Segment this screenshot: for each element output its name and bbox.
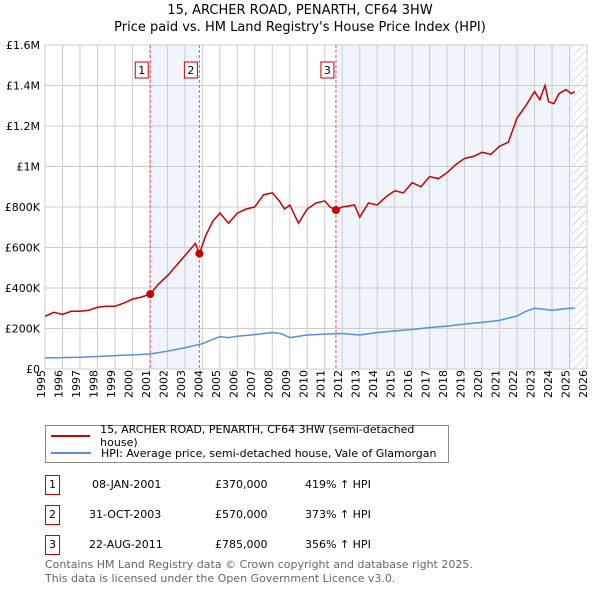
sale-hpi-change: 356% ↑ HPI: [305, 538, 371, 551]
x-tick-label: 2018: [437, 370, 450, 398]
x-tick-label: 2015: [385, 370, 398, 398]
x-tick-label: 1997: [70, 370, 83, 398]
sale-row: 3 22-AUG-2011 £785,000 356% ↑ HPI: [45, 535, 445, 555]
y-tick-label: £200K: [5, 323, 41, 336]
x-tick-label: 2007: [245, 370, 258, 398]
sale-label-box: [183, 61, 198, 79]
property-price-line: [44, 82, 576, 318]
x-tick-label: 1999: [105, 370, 118, 398]
x-tick-label: 2013: [350, 370, 363, 398]
y-tick-label: £1.6M: [6, 39, 40, 52]
footer-copyright: Contains HM Land Registry data © Crown c…: [45, 558, 473, 571]
plot-border: [44, 44, 588, 370]
sale-number: 1: [45, 475, 60, 495]
x-tick-label: 2019: [455, 370, 468, 398]
x-tick-label: 2001: [140, 370, 153, 398]
sale-number: 2: [45, 505, 60, 525]
chart-title: 15, ARCHER ROAD, PENARTH, CF64 3HW: [167, 3, 433, 18]
sale-point: [146, 290, 155, 299]
x-tick-label: 2009: [280, 370, 293, 398]
sale-point: [331, 206, 340, 215]
sale-date: 22-AUG-2011: [89, 538, 163, 551]
x-tick-label: 2014: [367, 370, 380, 398]
y-tick-label: £800K: [5, 201, 41, 214]
y-tick-label: £1M: [17, 161, 41, 174]
sale-date: 31-OCT-2003: [89, 508, 162, 521]
footer-licence: This data is licensed under the Open Gov…: [45, 572, 396, 585]
x-tick-label: 2021: [490, 370, 503, 398]
y-tick-label: £1.2M: [6, 120, 40, 133]
sale-point: [195, 249, 204, 258]
x-tick-label: 2024: [542, 370, 555, 398]
sale-hpi-change: 373% ↑ HPI: [305, 508, 371, 521]
sale-label-box: [134, 61, 149, 79]
sale-number: 3: [45, 535, 60, 555]
x-tick-label: 2016: [402, 370, 415, 398]
sale-price: £570,000: [215, 508, 268, 521]
x-tick-label: 2012: [332, 370, 345, 398]
x-tick-label: 2010: [297, 370, 310, 398]
x-tick-label: 2006: [227, 370, 240, 398]
x-tick-label: 2004: [192, 370, 205, 398]
sale-label: 3: [324, 64, 331, 77]
x-tick-label: 2011: [315, 370, 328, 398]
x-tick-label: 2002: [157, 370, 170, 398]
legend-swatch-hpi: [51, 452, 91, 454]
plot-area: 1995 1996 1997 1998 1999 2000 2001 2002 2003 2004…: [5, 39, 590, 398]
x-tick-label: 1996: [52, 370, 65, 398]
y-tick-label: £0: [26, 363, 40, 376]
sale-row: 1 08-JAN-2001 £370,000 419% ↑ HPI: [45, 475, 445, 495]
y-tick-label: £1.4M: [6, 80, 40, 93]
sale-hpi-change: 419% ↑ HPI: [305, 478, 371, 491]
sale-row: 2 31-OCT-2003 £570,000 373% ↑ HPI: [45, 505, 445, 525]
sale-label: 2: [187, 64, 194, 77]
x-tick-label: 2000: [122, 370, 135, 398]
x-tick-label: 2022: [507, 370, 520, 398]
x-tick-label: 2017: [420, 370, 433, 398]
x-tick-label: 2005: [210, 370, 223, 398]
sale-date: 08-JAN-2001: [92, 478, 162, 491]
x-tick-label: 2020: [472, 370, 485, 398]
legend-label-property: 15, ARCHER ROAD, PENARTH, CF64 3HW (semi…: [100, 423, 415, 449]
x-tick-label: 1995: [35, 370, 48, 398]
sale-price: £785,000: [215, 538, 268, 551]
x-tick-label: 2023: [525, 370, 538, 398]
sale-label: 1: [138, 64, 145, 77]
legend: 15, ARCHER ROAD, PENARTH, CF64 3HW (semi…: [45, 423, 449, 463]
x-tick-label: 2025: [560, 370, 573, 398]
y-tick-label: £600K: [5, 242, 41, 255]
x-tick-label: 2003: [175, 370, 188, 398]
x-tick-label: 2008: [262, 370, 275, 398]
chart-subtitle: Price paid vs. HM Land Registry's House …: [114, 20, 486, 35]
x-tick-label: 1998: [87, 370, 100, 398]
sale-price: £370,000: [215, 478, 268, 491]
legend-swatch-property: [51, 435, 91, 437]
x-tick-label: 2026: [577, 370, 590, 398]
legend-label-hpi: HPI: Average price, semi-detached house,…: [101, 446, 437, 460]
hpi-line: [44, 307, 575, 359]
y-tick-label: £400K: [5, 282, 41, 295]
sale-label-box: [320, 61, 335, 79]
